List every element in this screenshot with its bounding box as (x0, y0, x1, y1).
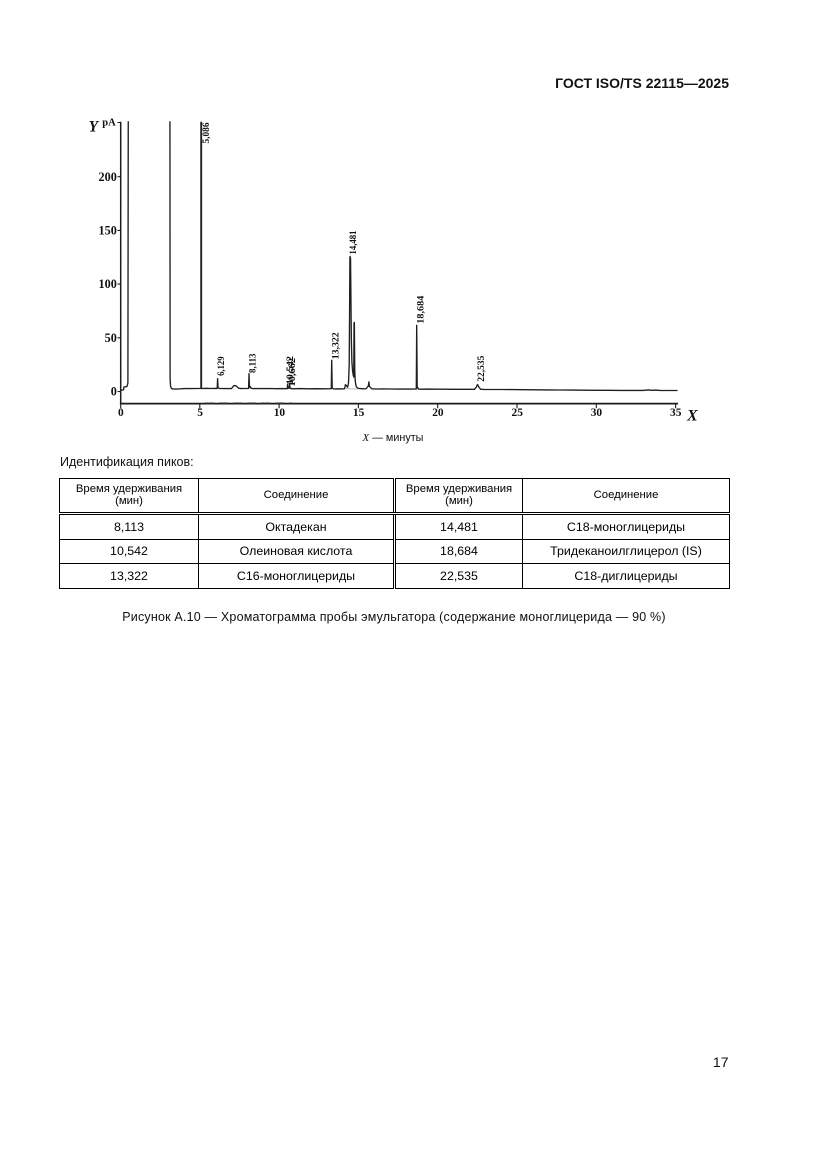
svg-text:pA: pA (102, 117, 116, 128)
svg-text:8,113: 8,113 (248, 353, 259, 373)
svg-text:15: 15 (353, 407, 365, 419)
svg-text:10: 10 (274, 407, 286, 419)
svg-text:0: 0 (118, 407, 124, 419)
svg-text:22,535: 22,535 (476, 356, 487, 382)
svg-text:6,129: 6,129 (216, 356, 227, 376)
svg-text:Y: Y (89, 118, 100, 135)
svg-text:150: 150 (99, 224, 117, 238)
svg-text:10,542: 10,542 (285, 356, 296, 385)
svg-text:200: 200 (99, 170, 117, 184)
svg-text:X: X (686, 407, 698, 424)
svg-text:13,322: 13,322 (331, 332, 342, 359)
svg-text:5: 5 (197, 407, 203, 419)
svg-text:25: 25 (512, 407, 524, 419)
svg-text:30: 30 (591, 407, 603, 419)
svg-text:X — минуты: X — минуты (362, 432, 424, 444)
svg-text:18,684: 18,684 (415, 296, 426, 324)
svg-text:10,662: 10,662 (287, 358, 298, 387)
svg-text:14,481: 14,481 (348, 230, 359, 254)
svg-text:100: 100 (99, 277, 117, 291)
svg-text:0: 0 (111, 385, 117, 399)
svg-text:50: 50 (105, 331, 117, 345)
svg-text:20: 20 (432, 407, 444, 419)
svg-text:5,086: 5,086 (201, 122, 212, 143)
svg-text:35: 35 (670, 407, 682, 419)
